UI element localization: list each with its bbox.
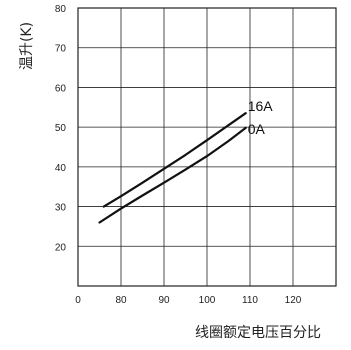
x-tick-label: 80 xyxy=(115,295,127,306)
x-tick-label: 120 xyxy=(285,295,302,306)
x-axis-label: 线圈额定电压百分比 xyxy=(195,325,321,341)
y-tick-label: 70 xyxy=(55,44,67,55)
series-label: 0A xyxy=(248,121,266,137)
y-tick-label: 40 xyxy=(55,163,67,174)
y-tick-labels: 20 30 40 50 60 70 80 xyxy=(55,4,67,253)
y-axis-label: 温升(K) xyxy=(19,22,35,70)
y-tick-label: 30 xyxy=(55,203,67,214)
plot-border xyxy=(77,7,337,287)
y-tick-label: 20 xyxy=(55,242,67,253)
y-tick-label: 80 xyxy=(55,4,67,15)
grid xyxy=(78,8,336,286)
x-tick-label: 0 xyxy=(75,295,81,306)
x-tick-labels: 0 80 90 100 110 120 xyxy=(75,295,302,306)
series-line-0A xyxy=(98,126,247,224)
series-label: 16A xyxy=(248,98,274,114)
y-tick-label: 60 xyxy=(55,83,67,94)
y-tick-label: 50 xyxy=(55,123,67,134)
x-tick-label: 100 xyxy=(199,295,216,306)
x-tick-label: 90 xyxy=(158,295,170,306)
x-tick-label: 110 xyxy=(242,295,258,306)
series-lines xyxy=(98,112,247,224)
series-line-16A xyxy=(102,112,247,208)
